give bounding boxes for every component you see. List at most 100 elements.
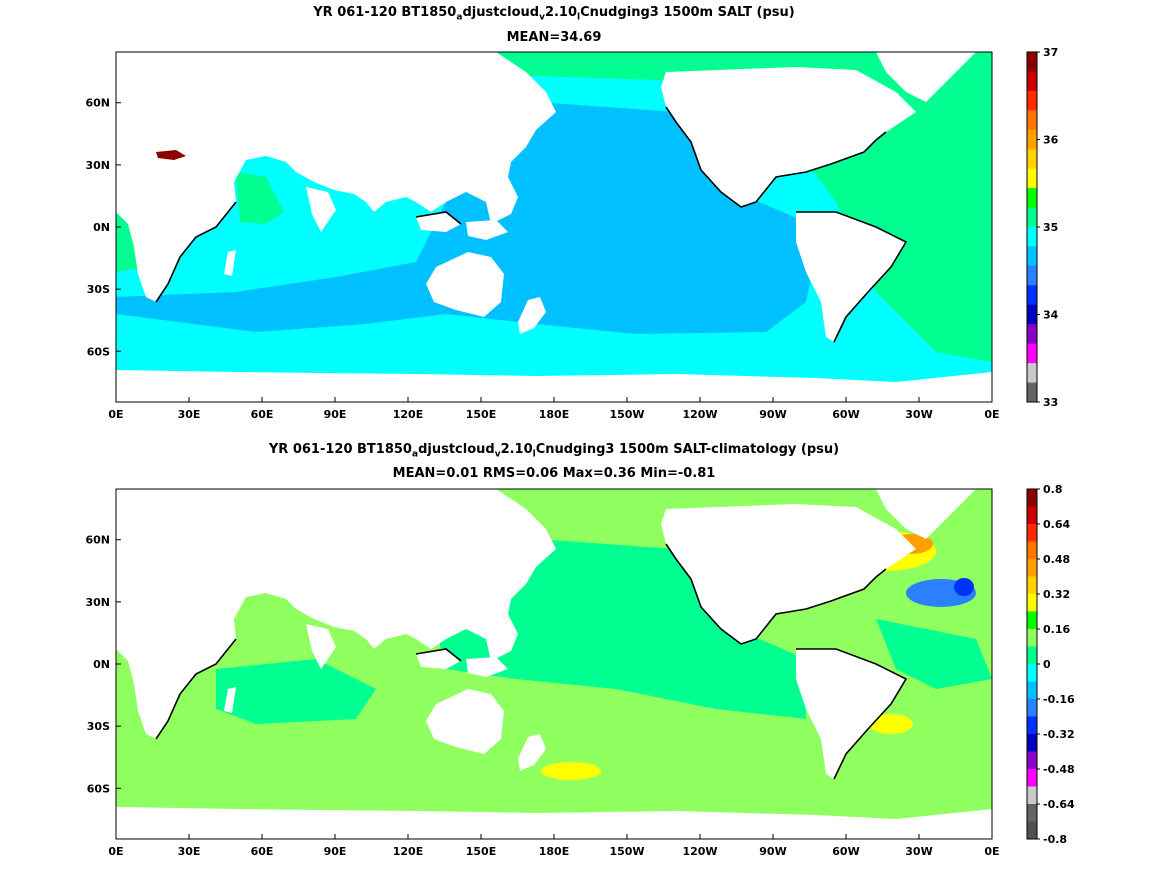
colorbar-swatch bbox=[1027, 786, 1037, 805]
bottom-atlantic-patch bbox=[876, 619, 992, 689]
bottom-x-tick-label: 30W bbox=[905, 845, 932, 858]
colorbar-swatch bbox=[1027, 804, 1037, 822]
top-mediterranean bbox=[156, 150, 186, 160]
bottom-x-tick-label: 0E bbox=[984, 845, 999, 858]
colorbar-label: 0.8 bbox=[1043, 483, 1063, 496]
bottom-x-tick-label: 120E bbox=[393, 845, 423, 858]
top-x-tick-label: 90E bbox=[324, 408, 347, 421]
top-x-tick-label: 120W bbox=[682, 408, 717, 421]
colorbar-label: -0.32 bbox=[1043, 728, 1075, 741]
top-x-tick-label: 90W bbox=[759, 408, 786, 421]
bottom-x-tick-label: 60W bbox=[832, 845, 859, 858]
colorbar-label: -0.48 bbox=[1043, 763, 1075, 776]
top-x-tick-label: 150E bbox=[466, 408, 496, 421]
colorbar-label: 0.48 bbox=[1043, 553, 1070, 566]
bottom-y-tick-label: 0N bbox=[93, 658, 110, 671]
colorbar-swatch bbox=[1027, 734, 1037, 752]
top-y-tick-label: 60N bbox=[85, 97, 110, 110]
bottom-y-tick-label: 30S bbox=[87, 720, 110, 733]
colorbar-swatch bbox=[1027, 324, 1037, 345]
colorbar-swatch bbox=[1027, 664, 1037, 682]
colorbar-swatch bbox=[1027, 343, 1037, 364]
colorbar-swatch bbox=[1027, 227, 1037, 247]
bottom-x-tick-label: 30E bbox=[178, 845, 201, 858]
colorbar-swatch bbox=[1027, 699, 1037, 717]
colorbar-swatch bbox=[1027, 611, 1037, 630]
top-colorbar: 37 36 35 34 33 bbox=[1026, 46, 1059, 409]
bottom-x-tick-label: 0E bbox=[108, 845, 123, 858]
colorbar-swatch bbox=[1027, 646, 1037, 665]
top-subtitle: MEAN=34.69 bbox=[506, 30, 602, 45]
bottom-indian-patch bbox=[216, 659, 376, 724]
bottom-anomaly-south-atlantic bbox=[869, 714, 913, 734]
bottom-x-tick-label: 90W bbox=[759, 845, 786, 858]
colorbar-label: 0.32 bbox=[1043, 588, 1070, 601]
colorbar-swatch bbox=[1027, 71, 1037, 92]
colorbar-swatch bbox=[1027, 821, 1037, 840]
top-x-tick-label: 0E bbox=[984, 408, 999, 421]
colorbar-swatch bbox=[1027, 149, 1037, 170]
top-x-tick-label: 150W bbox=[609, 408, 644, 421]
colorbar-label: 35 bbox=[1043, 221, 1058, 234]
colorbar-swatch bbox=[1027, 265, 1037, 286]
colorbar-label: 34 bbox=[1043, 309, 1059, 322]
colorbar-swatch bbox=[1027, 751, 1037, 770]
colorbar-swatch bbox=[1027, 129, 1037, 150]
colorbar-swatch bbox=[1027, 524, 1037, 542]
bottom-x-tick-label: 150W bbox=[609, 845, 644, 858]
colorbar-swatch bbox=[1027, 559, 1037, 577]
bottom-anomaly-south-pacific bbox=[541, 762, 601, 780]
colorbar-label: -0.8 bbox=[1043, 833, 1067, 846]
colorbar-swatch bbox=[1027, 769, 1037, 787]
colorbar-swatch bbox=[1027, 489, 1037, 507]
top-x-tick-label: 0E bbox=[108, 408, 123, 421]
colorbar-swatch bbox=[1027, 52, 1037, 72]
colorbar-label: 0.64 bbox=[1043, 518, 1070, 531]
colorbar-swatch bbox=[1027, 207, 1037, 228]
bottom-subtitle: MEAN=0.01 RMS=0.06 Max=0.36 Min=-0.81 bbox=[392, 466, 716, 481]
bottom-x-tick-label: 60E bbox=[251, 845, 274, 858]
bottom-anomaly-north-atlantic-core bbox=[954, 578, 974, 596]
colorbar-swatch bbox=[1027, 681, 1037, 700]
bottom-map bbox=[115, 488, 993, 840]
top-x-tick-label: 60E bbox=[251, 408, 274, 421]
top-x-tick-label: 30E bbox=[178, 408, 201, 421]
colorbar-swatch bbox=[1027, 304, 1037, 325]
bottom-x-tick-label: 90E bbox=[324, 845, 347, 858]
bottom-y-tick-label: 30N bbox=[85, 596, 110, 609]
colorbar-label: 37 bbox=[1043, 46, 1058, 59]
bottom-colorbar: 0.8 0.64 0.48 0.32 0.16 0 -0.16 -0.32 -0.48 -0.64… bbox=[1026, 483, 1075, 846]
colorbar-swatch bbox=[1027, 246, 1037, 267]
top-x-tick-label: 120E bbox=[393, 408, 423, 421]
bottom-x-tick-label: 120W bbox=[682, 845, 717, 858]
colorbar-swatch bbox=[1027, 576, 1037, 595]
top-arabian-sea bbox=[236, 172, 284, 224]
colorbar-swatch bbox=[1027, 90, 1037, 111]
colorbar-label: -0.64 bbox=[1043, 798, 1075, 811]
top-north-atlantic bbox=[806, 92, 992, 362]
colorbar-swatch bbox=[1027, 382, 1037, 403]
colorbar-swatch bbox=[1027, 285, 1037, 306]
bottom-axes: 0E 30E 60E 90E 120E 150E 180E 150W 120W 90W 60W 30W… bbox=[85, 534, 999, 858]
colorbar-swatch bbox=[1027, 363, 1037, 384]
top-map bbox=[115, 51, 993, 403]
colorbar-swatch bbox=[1027, 594, 1037, 612]
bottom-coastline-main bbox=[155, 543, 908, 780]
top-y-tick-label: 30S bbox=[87, 283, 110, 296]
bottom-title: YR 061-120 BT1850adjustcloudv2.10lCnudgi… bbox=[268, 442, 840, 460]
top-x-tick-label: 30W bbox=[905, 408, 932, 421]
top-title: YR 061-120 BT1850adjustcloudv2.10lCnudgi… bbox=[313, 5, 795, 23]
top-y-tick-label: 0N bbox=[93, 221, 110, 234]
colorbar-label: 0.16 bbox=[1043, 623, 1070, 636]
colorbar-label: 33 bbox=[1043, 396, 1058, 409]
bottom-x-tick-label: 150E bbox=[466, 845, 496, 858]
bottom-y-tick-label: 60N bbox=[85, 534, 110, 547]
bottom-x-tick-label: 180E bbox=[539, 845, 569, 858]
colorbar-swatch bbox=[1027, 541, 1037, 560]
bottom-y-tick-label: 60S bbox=[87, 782, 110, 795]
colorbar-swatch bbox=[1027, 168, 1037, 189]
top-axes: 0E 30E 60E 90E 120E 150E 180E 150W 120W 90W 60W 30W… bbox=[85, 97, 999, 421]
top-coastline-main bbox=[155, 106, 908, 343]
top-pacific-basin bbox=[116, 102, 816, 334]
